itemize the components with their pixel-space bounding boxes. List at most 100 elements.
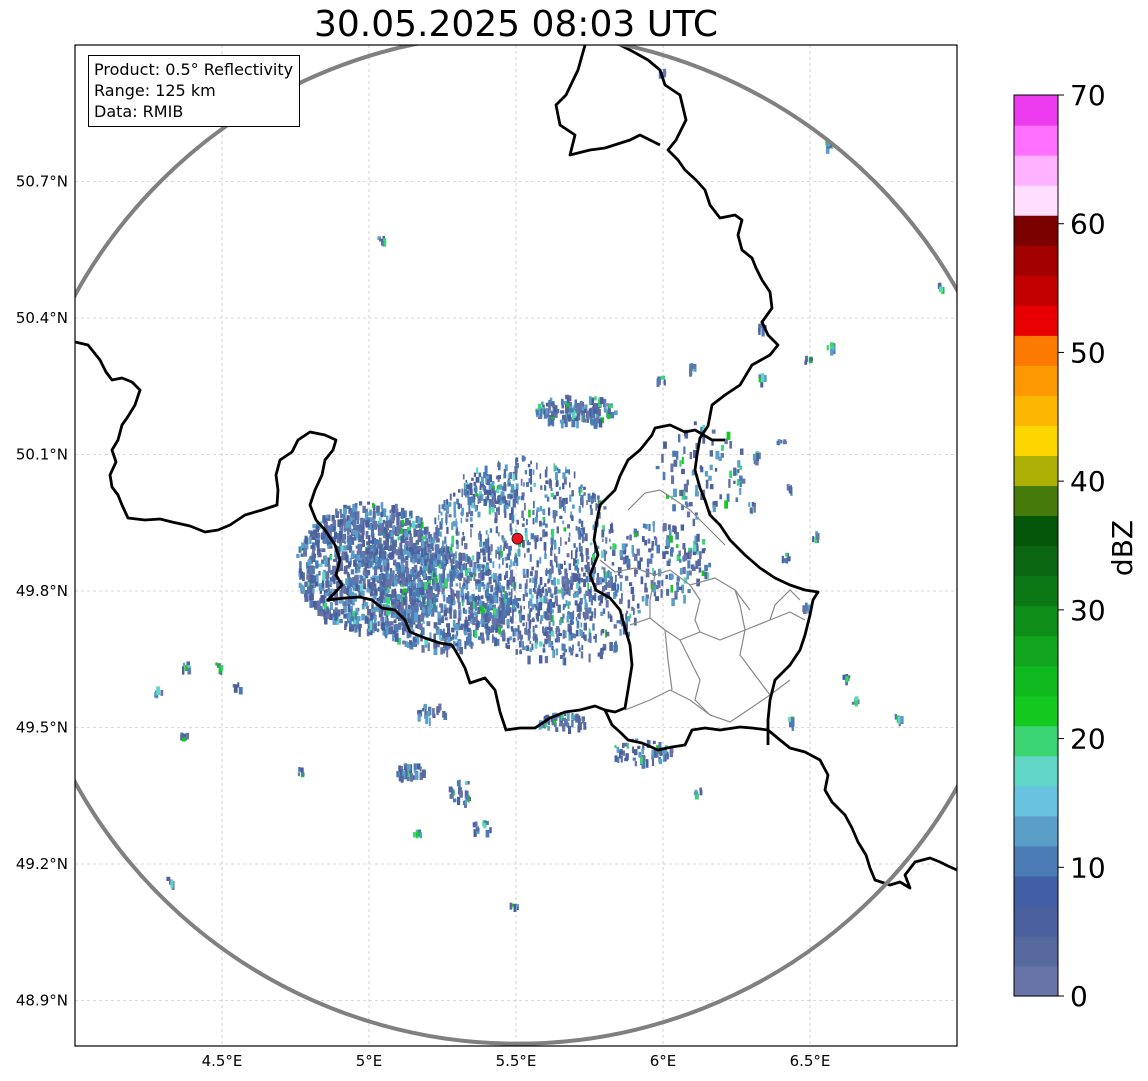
echo-pixel [450,543,454,547]
echo-pixel [392,604,397,612]
echo-pixel [575,525,578,531]
echo-pixel [239,687,243,695]
echo-pixel [468,505,471,515]
echo-pixel [495,488,500,494]
echo-pixel [565,589,569,595]
echo-pixel [687,560,691,569]
echo-pixel [553,406,557,413]
echo-pixel [656,544,660,554]
echo-pixel [355,545,360,549]
echo-pixel [529,608,533,612]
echo-pixel [405,603,408,612]
echo-pixel [656,750,659,757]
echo-pixel [496,588,499,597]
echo-pixel [535,604,538,611]
echo-pixel [603,549,606,557]
echo-pixel [386,515,389,524]
echo-pixel [401,589,405,594]
y-tick-label: 49.2°N [16,855,68,873]
echo-pixel [307,587,310,594]
echo-pixel [588,593,592,599]
echo-pixel [299,561,302,570]
echo-pixel [567,603,570,609]
echo-pixel [726,493,730,502]
echo-pixel [392,547,396,554]
echo-pixel [702,434,706,444]
echo-pixel [166,876,171,881]
echo-pixel [666,588,670,596]
echo-pixel [573,543,575,548]
echo-pixel [413,524,418,529]
echo-pixel [468,796,471,801]
echo-pixel [525,621,528,629]
echo-pixel [499,545,502,554]
echo-pixel [503,474,507,479]
echo-pixel [582,415,586,423]
echo-pixel [375,575,379,582]
echo-pixel [493,619,496,626]
echo-pixel [434,605,438,613]
echo-pixel [464,595,468,600]
echo-pixel [405,518,409,522]
echo-pixel [432,552,436,559]
echo-pixel [391,590,395,598]
echo-pixel [507,494,510,499]
echo-pixel [448,636,451,643]
echo-pixel [591,573,595,581]
echo-pixel [686,511,691,518]
echo-pixel [455,568,458,577]
echo-pixel [296,554,300,558]
echo-pixel [549,568,553,575]
echo-pixel [326,578,329,588]
echo-pixel [456,590,460,599]
echo-pixel [621,543,626,550]
echo-pixel [651,749,655,758]
echo-pixel [390,621,394,626]
echo-pixel [409,533,412,541]
echo-pixel [360,517,363,526]
echo-pixel [424,595,429,599]
echo-pixel [592,623,595,631]
echo-pixel [484,613,488,622]
echo-pixel [690,564,695,570]
echo-pixel [475,615,478,622]
echo-pixel [845,676,849,682]
echo-pixel [475,579,479,586]
echo-pixel [719,494,723,500]
echo-pixel [536,507,540,512]
colorbar-segment [1014,455,1058,487]
echo-pixel [400,535,405,544]
echo-pixel [629,534,632,541]
echo-pixel [462,536,466,541]
echo-pixel [548,478,552,486]
echo-pixel [439,521,443,530]
echo-pixel [644,582,647,590]
echo-pixel [619,581,623,591]
echo-pixel [395,612,400,620]
echo-pixel [337,609,341,617]
echo-pixel [664,752,667,762]
echo-pixel [337,519,341,527]
echo-pixel [369,621,373,631]
echo-pixel [334,550,338,557]
echo-pixel [315,525,319,533]
echo-pixel [448,786,453,793]
echo-pixel [542,522,545,526]
echo-pixel [451,788,454,798]
echo-pixel [623,621,627,625]
echo-pixel [497,575,500,585]
echo-pixel [379,591,382,601]
echo-pixel [583,492,586,496]
echo-pixel [662,471,666,481]
echo-pixel [409,601,412,605]
echo-pixel [336,580,340,589]
echo-pixel [301,772,305,776]
echo-pixel [344,621,348,627]
echo-pixel [557,468,561,474]
echo-pixel [479,485,482,491]
echo-pixel [614,755,618,762]
echo-pixel [474,629,478,639]
echo-pixel [424,559,427,567]
echo-pixel [555,491,559,496]
echo-pixel [548,621,551,629]
